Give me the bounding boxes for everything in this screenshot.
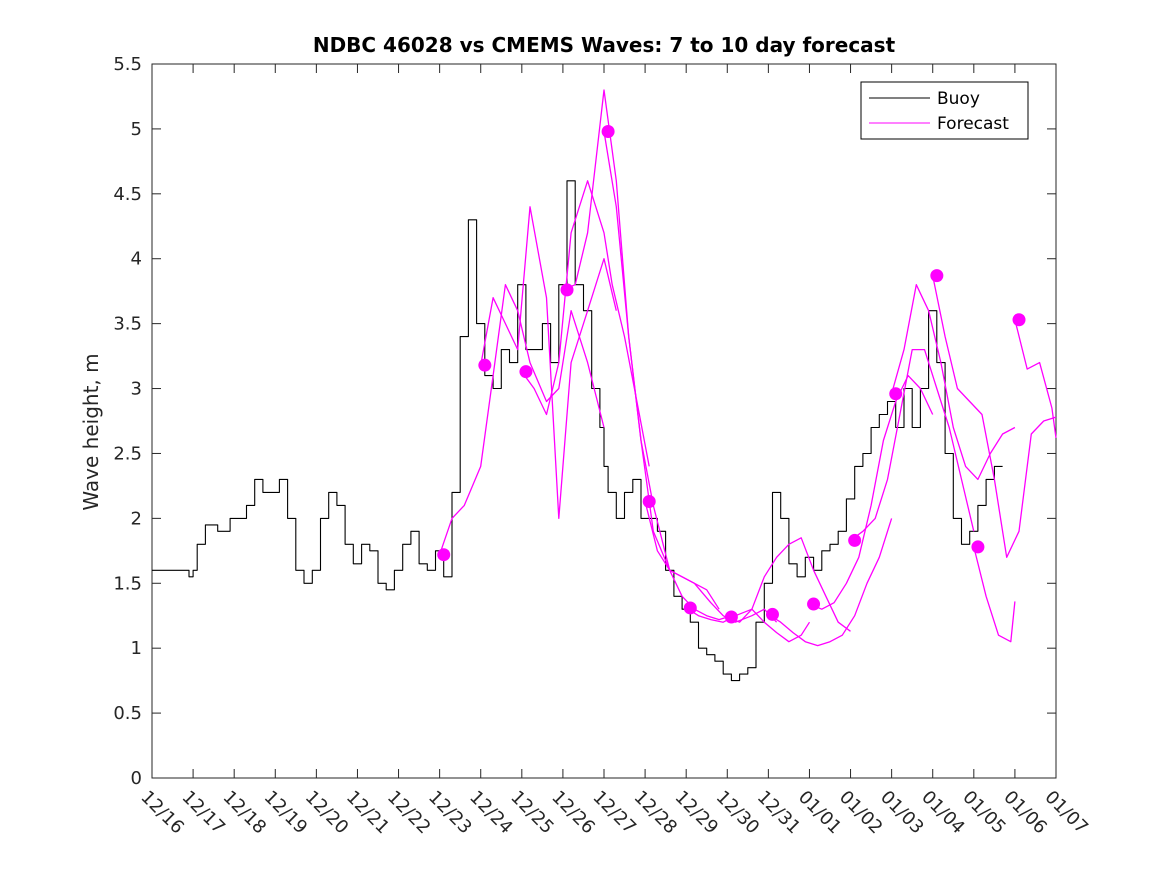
forecast-marker	[1012, 313, 1026, 327]
forecast-marker	[437, 548, 451, 562]
forecast-line-3	[521, 180, 650, 467]
x-tick-label: 01/04	[917, 787, 969, 839]
forecast-marker	[889, 387, 903, 401]
y-tick-label: 1.5	[113, 573, 142, 594]
x-tick-label: 12/21	[342, 787, 394, 839]
forecast-line-9	[768, 518, 893, 647]
y-tick-label: 2.5	[113, 443, 142, 464]
x-tick-label: 12/22	[383, 787, 435, 839]
forecast-line-15	[1014, 319, 1057, 438]
x-tick-label: 12/18	[219, 787, 271, 839]
y-tick-label: 0.5	[113, 703, 142, 724]
forecast-line-14	[973, 546, 1016, 643]
y-axis-label: Wave height, m	[79, 353, 103, 510]
legend-label-forecast: Forecast	[937, 114, 1009, 134]
forecast-marker	[765, 607, 779, 621]
forecast-marker	[478, 358, 492, 372]
x-tick-label: 01/07	[1040, 787, 1092, 839]
y-tick-label: 3	[131, 379, 142, 400]
legend-box	[860, 81, 1029, 140]
forecast-marker	[724, 610, 738, 624]
forecast-line-1	[438, 284, 605, 555]
x-tick-label: 12/23	[424, 787, 476, 839]
y-tick-label: 2	[131, 508, 142, 529]
x-tick-label: 01/01	[794, 787, 846, 839]
forecast-marker	[519, 365, 533, 379]
forecast-line-10	[809, 374, 934, 610]
forecast-line-13	[932, 275, 1057, 558]
y-tick-label: 5.5	[113, 54, 142, 75]
buoy-line	[152, 180, 1003, 682]
plot-frame	[151, 63, 1057, 779]
legend-label-buoy: Buoy	[937, 89, 980, 109]
x-tick-label: 01/05	[958, 787, 1010, 839]
x-tick-label: 12/17	[178, 787, 230, 839]
x-tick-label: 01/03	[876, 787, 928, 839]
plot-area: 00.511.522.533.544.555.512/1612/1712/181…	[113, 54, 1092, 838]
forecast-marker	[848, 533, 862, 547]
forecast-line-11	[850, 348, 975, 541]
x-tick-label: 12/26	[547, 787, 599, 839]
forecast-marker	[683, 601, 697, 615]
forecast-line-2	[480, 206, 617, 520]
x-tick-label: 12/16	[136, 787, 188, 839]
x-tick-label: 12/27	[588, 787, 640, 839]
x-tick-label: 12/25	[506, 787, 558, 839]
x-tick-label: 01/02	[835, 787, 887, 839]
forecast-marker	[560, 283, 574, 297]
x-tick-label: 12/28	[630, 787, 682, 839]
forecast-marker	[601, 125, 615, 139]
forecast-marker	[971, 540, 985, 554]
legend: Buoy Forecast	[860, 81, 1029, 140]
forecast-marker	[807, 597, 821, 611]
y-tick-label: 4.5	[113, 184, 142, 205]
x-tick-label: 12/31	[753, 787, 805, 839]
forecast-marker	[642, 494, 656, 508]
x-tick-label: 12/20	[301, 787, 353, 839]
y-tick-label: 5	[131, 119, 142, 140]
x-tick-label: 12/24	[465, 787, 517, 839]
y-tick-label: 4	[131, 249, 142, 270]
x-tick-label: 01/06	[999, 787, 1051, 839]
x-tick-label: 12/29	[671, 787, 723, 839]
forecast-marker	[930, 269, 944, 283]
y-tick-label: 1	[131, 638, 142, 659]
chart-title: NDBC 46028 vs CMEMS Waves: 7 to 10 day f…	[313, 33, 896, 57]
forecast-line-12	[890, 284, 1016, 481]
y-tick-label: 0	[131, 768, 142, 789]
x-tick-label: 12/30	[712, 787, 764, 839]
x-tick-label: 12/19	[260, 787, 312, 839]
y-tick-label: 3.5	[113, 314, 142, 335]
